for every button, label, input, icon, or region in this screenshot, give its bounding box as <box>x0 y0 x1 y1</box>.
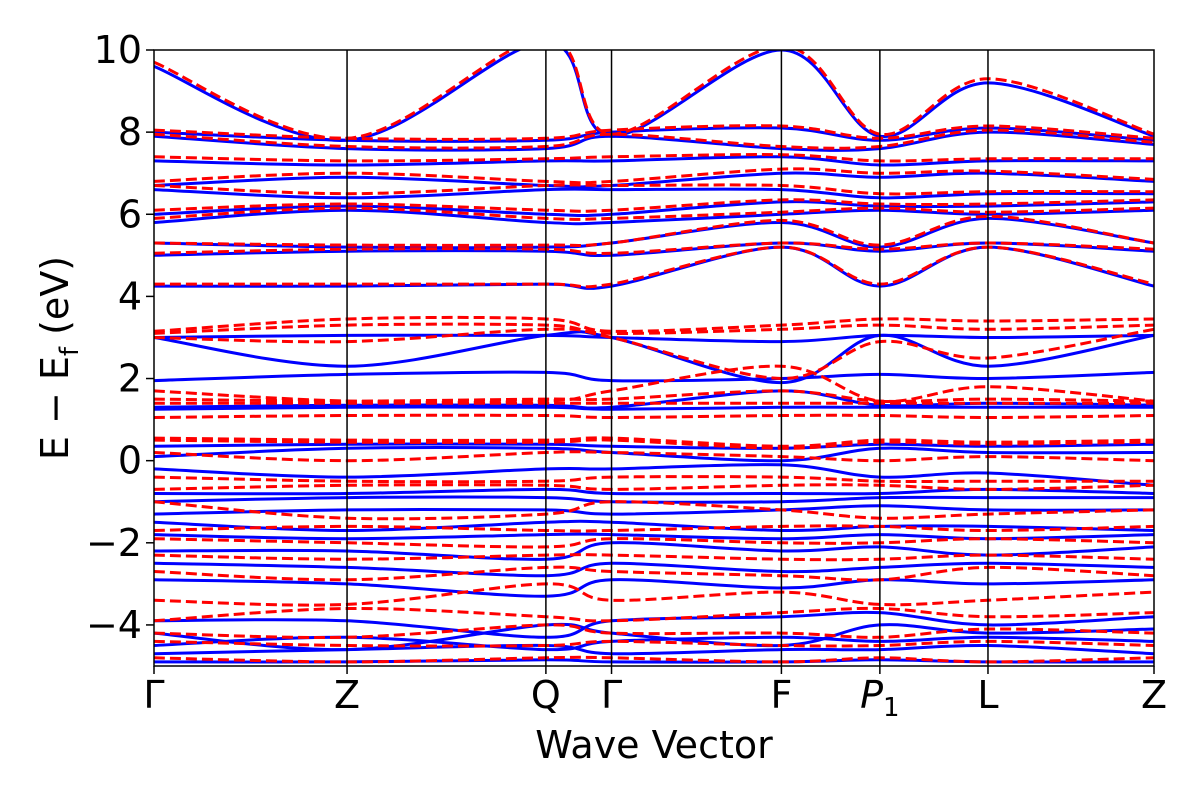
y-tick-label: 4 <box>118 274 142 318</box>
y-axis: −4 −2 0 2 4 6 8 10 <box>86 28 154 647</box>
plot-frame <box>153 49 1155 667</box>
dashed-band-line <box>154 214 1154 247</box>
solid-band-line <box>154 405 1154 411</box>
solid-band-line <box>154 578 1154 598</box>
x-tick-label: Γ <box>143 673 164 717</box>
dashed-band-line <box>154 167 1154 185</box>
y-axis-label-main: E − E <box>33 356 77 460</box>
dashed-band-line <box>154 50 1154 140</box>
x-tick-label: Z <box>1141 673 1167 717</box>
solid-band-line <box>154 370 1154 383</box>
dashed-band-line <box>154 364 1154 404</box>
dashed-band-line <box>154 582 1154 607</box>
solid-band-line <box>154 216 1154 250</box>
dashed-band-line <box>154 565 1154 582</box>
dashed-band-line <box>154 327 1154 381</box>
x-tick-label: Z <box>334 673 360 717</box>
y-tick-label: 10 <box>94 28 142 72</box>
x-tick-label: Γ <box>601 673 622 717</box>
y-tick-label: −2 <box>86 521 142 565</box>
x-tick-label: L <box>977 673 998 717</box>
x-axis: Γ Z Q Γ F P1 L Z <box>143 666 1167 723</box>
dashed-band-line <box>154 245 1154 289</box>
y-axis-label-subscript: f <box>55 346 85 356</box>
x-axis-label: Wave Vector <box>535 723 773 767</box>
y-tick-label: 8 <box>118 110 142 154</box>
solid-band-line <box>154 446 1154 463</box>
y-tick-label: 2 <box>118 357 142 401</box>
kpoint-separator-lines <box>346 50 989 666</box>
y-axis-label: E − Ef (eV) <box>33 256 85 460</box>
dashed-band-line <box>154 553 1154 562</box>
y-axis-label-unit: (eV) <box>33 256 77 347</box>
y-tick-label: 0 <box>118 439 142 483</box>
dashed-band-line <box>154 413 1154 420</box>
dashed-band-line <box>154 483 1154 491</box>
y-tick-label: −4 <box>86 603 142 647</box>
x-tick-label: F <box>770 673 792 717</box>
solid-band-line <box>154 622 1154 652</box>
x-tick-label: P1 <box>860 673 899 723</box>
x-tick-label: Q <box>531 673 561 717</box>
bands-layer <box>154 50 1154 664</box>
solid-band-line <box>154 463 1154 487</box>
solid-band-line <box>154 50 1154 142</box>
y-tick-label: 6 <box>118 192 142 236</box>
dashed-band-line <box>154 623 1154 640</box>
